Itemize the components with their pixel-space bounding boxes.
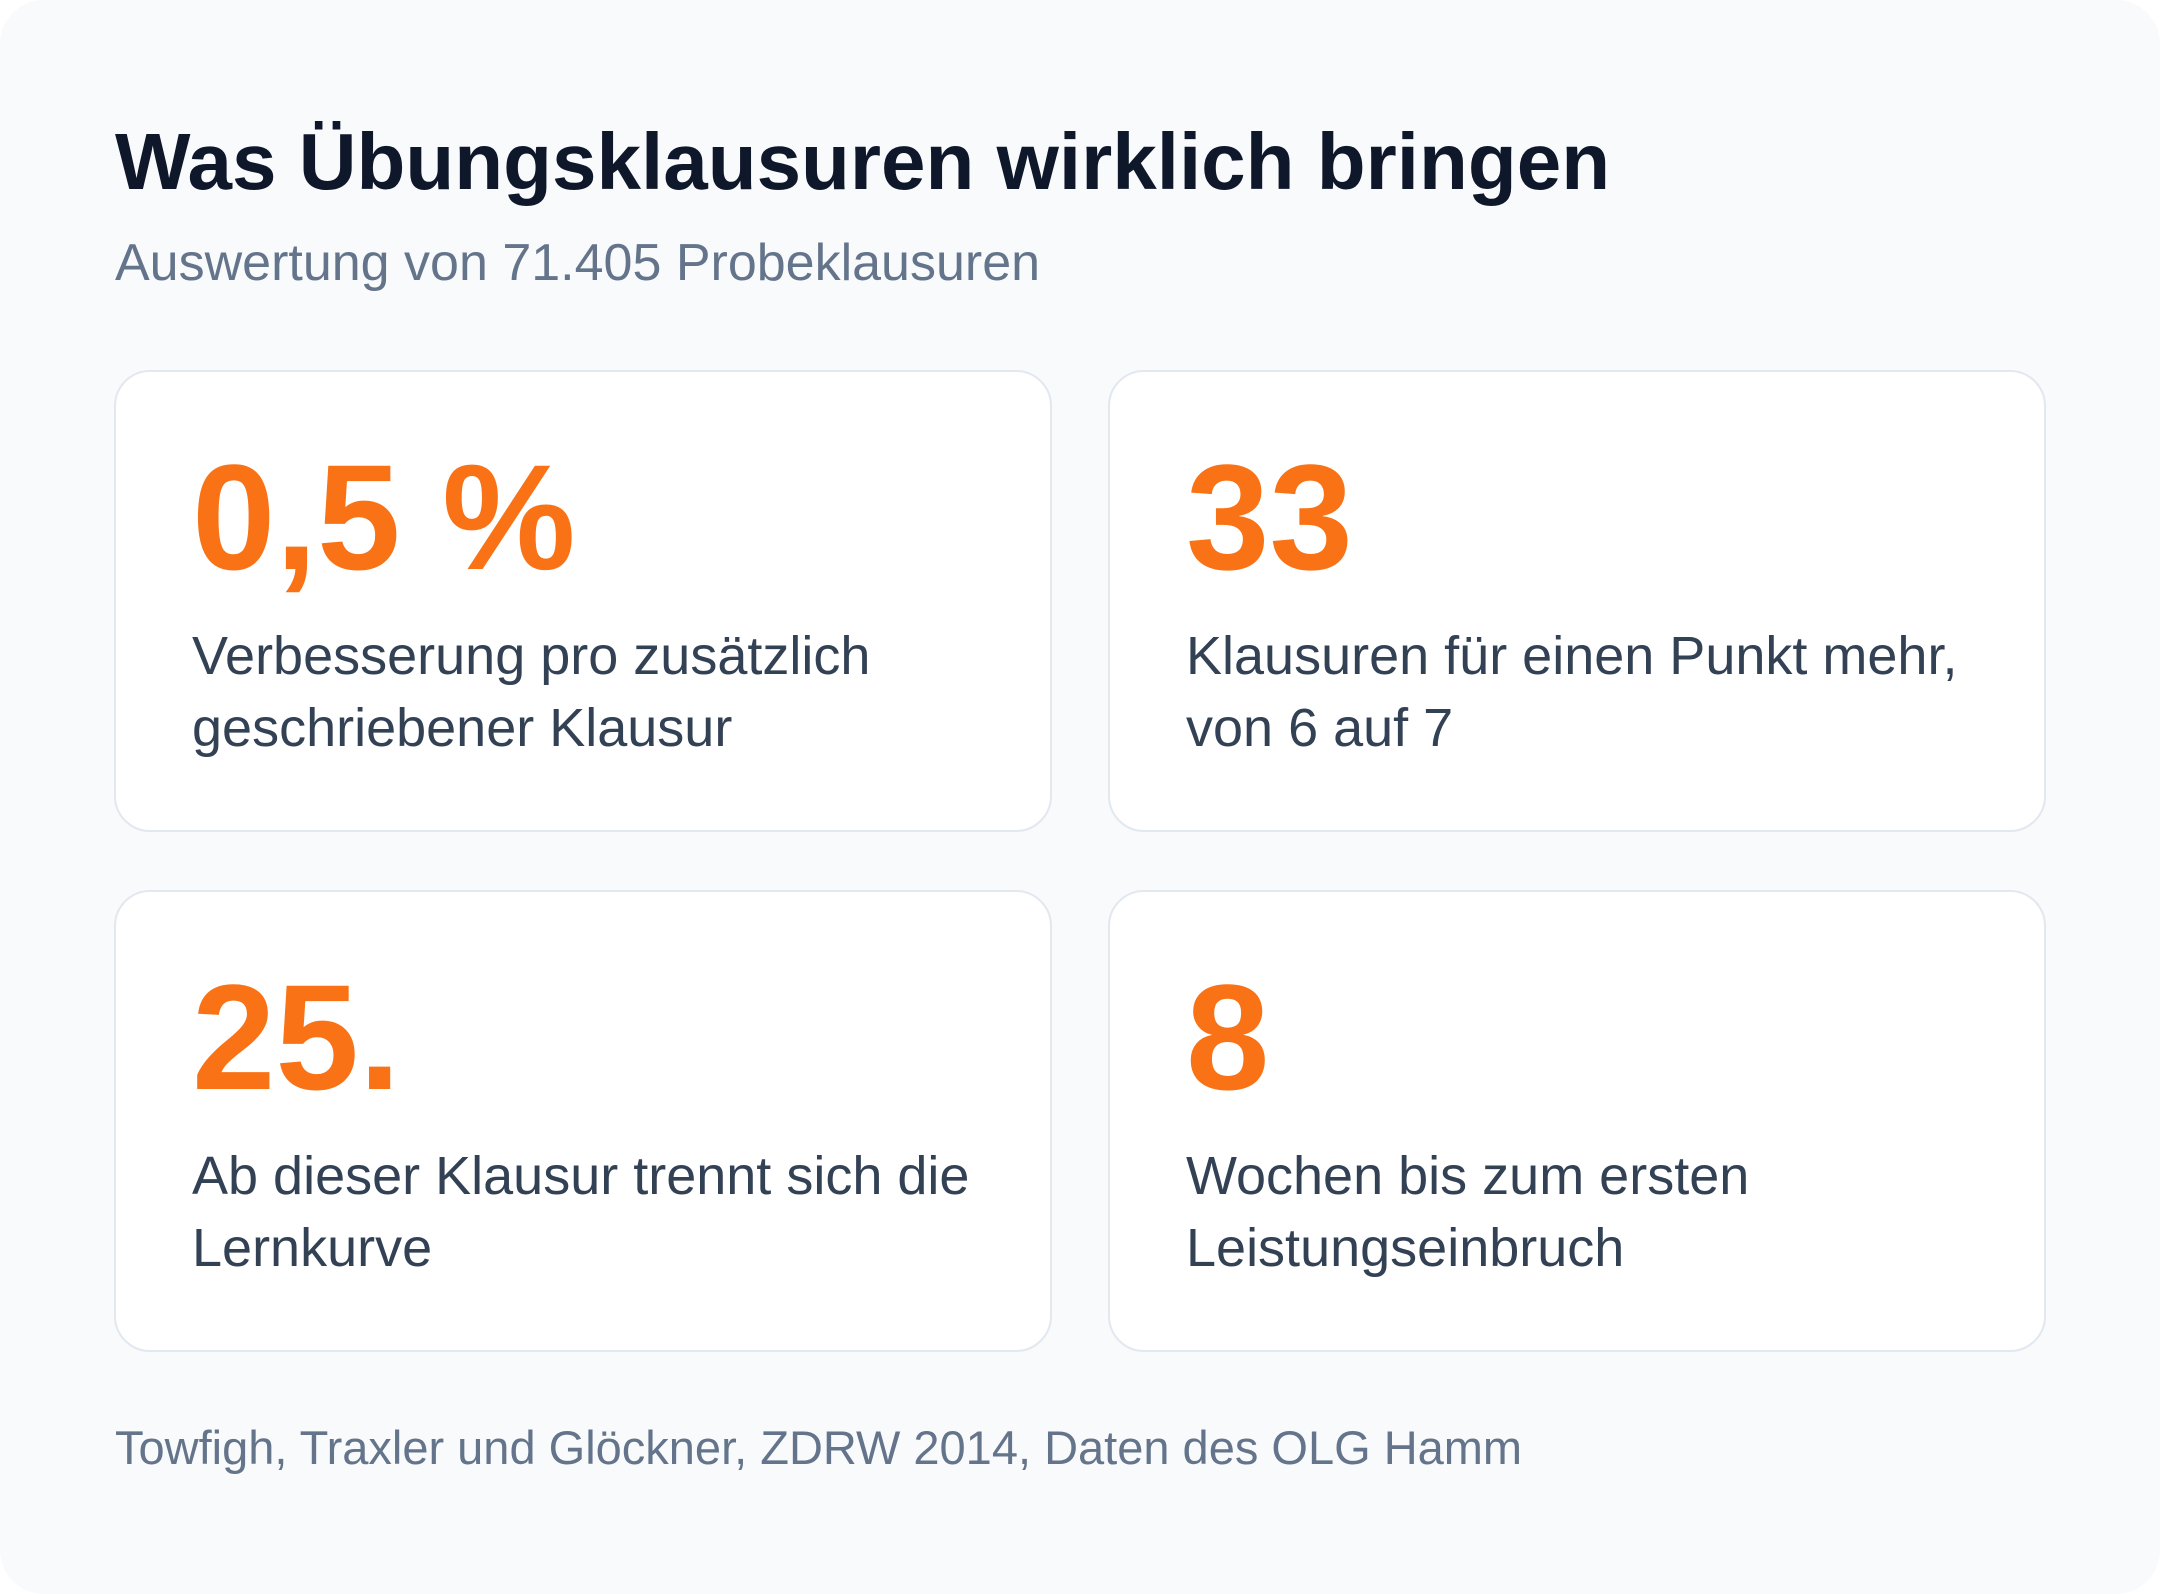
stat-card-weeks: 8 Wochen bis zum ersten Leistungseinbruc… <box>1108 890 2046 1352</box>
stat-card-exams-per-point: 33 Klausuren für einen Punkt mehr, von 6… <box>1108 370 2046 832</box>
stat-label: Ab dieser Klausur trennt sich die Lernku… <box>192 1146 970 1278</box>
stat-card-improvement: 0,5 % Verbesserung pro zusätzlich geschr… <box>114 370 1052 832</box>
stat-value: 25. <box>192 953 401 1121</box>
stat-card-learning-curve: 25. Ab dieser Klausur trennt sich die Le… <box>114 890 1052 1352</box>
stat-label: Klausuren für einen Punkt mehr, von 6 au… <box>1186 626 1958 758</box>
page-title: Was Übungsklausuren wirklich bringen <box>115 117 1611 206</box>
stat-label: Wochen bis zum ersten Leistungseinbruch <box>1186 1146 1750 1278</box>
stat-value: 33 <box>1186 433 1353 601</box>
stat-label: Verbesserung pro zusätzlich geschriebene… <box>192 626 871 758</box>
page-subtitle: Auswertung von 71.405 Probeklausuren <box>115 234 1041 292</box>
stat-value: 8 <box>1186 953 1270 1121</box>
stat-value: 0,5 % <box>192 433 576 601</box>
source-note: Towfigh, Traxler und Glöckner, ZDRW 2014… <box>115 1421 1523 1474</box>
